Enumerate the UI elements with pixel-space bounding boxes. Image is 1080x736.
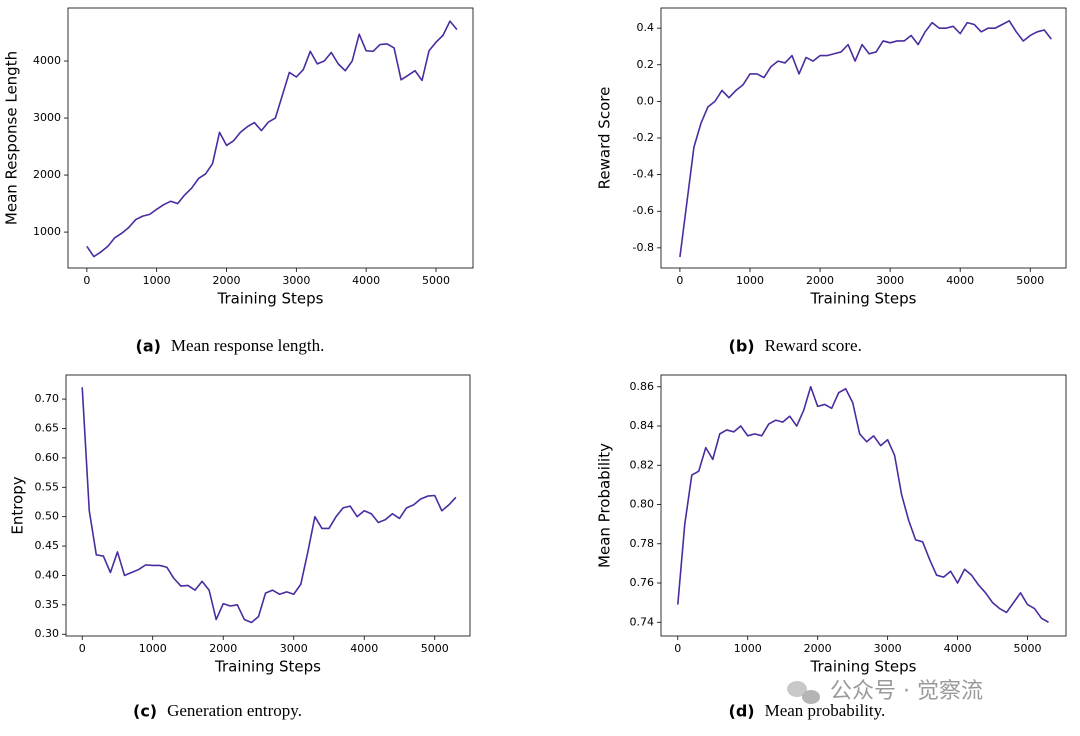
- x-tick-label: 5000: [1016, 274, 1044, 287]
- y-tick-label: 0.60: [35, 451, 60, 464]
- x-tick-label: 2000: [209, 642, 237, 655]
- x-tick-label: 2000: [806, 274, 834, 287]
- data-line: [679, 20, 1052, 258]
- y-tick-label: 0.70: [35, 392, 60, 405]
- y-tick-label: 0.4: [637, 21, 655, 34]
- x-tick-label: 4000: [350, 642, 378, 655]
- axes-frame: [660, 374, 1067, 637]
- x-tick-label: 3000: [876, 274, 904, 287]
- x-tick-label: 0: [676, 274, 683, 287]
- y-tick-label: 0.35: [35, 598, 60, 611]
- y-axis-label: Mean Probability: [596, 443, 614, 568]
- x-axis-label: Training Steps: [810, 658, 917, 676]
- x-tick-label: 1000: [139, 642, 167, 655]
- x-axis-label: Training Steps: [214, 658, 321, 676]
- y-tick-label: -0.6: [633, 204, 654, 217]
- data-line: [81, 387, 457, 624]
- caption: Mean response length.: [171, 336, 324, 355]
- y-tick-label: 0.55: [35, 480, 60, 493]
- x-tick-label: 4000: [946, 274, 974, 287]
- caption-label: (b): [729, 337, 755, 356]
- x-tick-label: 2000: [213, 274, 241, 287]
- y-tick-label: -0.2: [633, 131, 654, 144]
- y-axis-label: Reward Score: [596, 87, 614, 190]
- y-tick-label: 0.78: [630, 537, 655, 550]
- x-tick-label: 3000: [282, 274, 310, 287]
- caption: Mean probability.: [765, 701, 886, 720]
- y-tick-label: 0.30: [35, 627, 60, 640]
- y-tick-label: 1000: [33, 225, 61, 238]
- x-tick-label: 1000: [143, 274, 171, 287]
- y-tick-label: 0.80: [630, 498, 655, 511]
- y-tick-label: 0.76: [630, 576, 655, 589]
- x-tick-label: 0: [83, 274, 90, 287]
- data-line: [86, 20, 458, 258]
- y-tick-label: -0.4: [633, 168, 654, 181]
- y-tick-label: 0.86: [630, 380, 655, 393]
- x-tick-label: 3000: [874, 642, 902, 655]
- x-tick-label: 1000: [734, 642, 762, 655]
- x-tick-label: 4000: [352, 274, 380, 287]
- watermark: 公众号 · 觉察流: [830, 679, 983, 704]
- y-tick-label: 0.74: [630, 615, 655, 628]
- y-tick-label: 2000: [33, 168, 61, 181]
- x-tick-label: 0: [79, 642, 86, 655]
- x-tick-label: 4000: [944, 642, 972, 655]
- y-tick-label: 0.2: [637, 58, 655, 71]
- caption: Generation entropy.: [167, 701, 302, 720]
- y-tick-label: 0.82: [630, 458, 655, 471]
- y-tick-label: 0.65: [35, 421, 60, 434]
- caption-label: (a): [136, 337, 161, 356]
- y-tick-label: -0.8: [633, 241, 654, 254]
- x-tick-label: 5000: [422, 274, 450, 287]
- y-tick-label: 0.40: [35, 568, 60, 581]
- axes-frame: [65, 374, 471, 637]
- y-tick-label: 0.45: [35, 539, 60, 552]
- caption-label: (c): [133, 702, 157, 721]
- caption: Reward score.: [765, 336, 862, 355]
- x-axis-label: Training Steps: [217, 290, 324, 308]
- y-tick-label: 0.0: [637, 94, 655, 107]
- x-tick-label: 1000: [736, 274, 764, 287]
- y-tick-label: 4000: [33, 54, 61, 67]
- y-axis-label: Mean Response Length: [3, 51, 21, 225]
- x-tick-label: 5000: [421, 642, 449, 655]
- x-tick-label: 0: [674, 642, 681, 655]
- y-tick-label: 3000: [33, 111, 61, 124]
- watermark-icon: [787, 681, 820, 704]
- data-line: [676, 385, 1049, 623]
- y-axis-label: Entropy: [9, 476, 27, 534]
- y-tick-label: 0.50: [35, 510, 60, 523]
- axes-frame: [67, 7, 474, 269]
- y-tick-label: 0.84: [630, 419, 655, 432]
- caption-label: (d): [729, 702, 755, 721]
- x-tick-label: 5000: [1014, 642, 1042, 655]
- x-tick-label: 3000: [280, 642, 308, 655]
- x-axis-label: Training Steps: [810, 290, 917, 308]
- x-tick-label: 2000: [804, 642, 832, 655]
